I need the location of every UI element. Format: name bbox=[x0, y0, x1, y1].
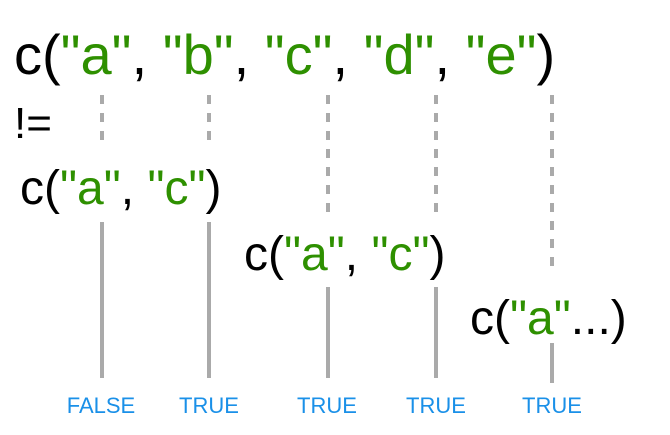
result-2: TRUE bbox=[179, 393, 239, 418]
solid-connectors bbox=[100, 222, 554, 383]
recycled-vector-1-open: c( bbox=[20, 162, 60, 215]
result-3: TRUE bbox=[297, 393, 357, 418]
top-vector-item-e: "e" bbox=[466, 23, 537, 86]
recycled-vector-2: c("a", "c") bbox=[244, 228, 446, 281]
not-equal-operator: != bbox=[14, 99, 52, 148]
recycled-vector-3-item-a: "a" bbox=[510, 292, 571, 345]
recycled-vector-1: c("a", "c") bbox=[20, 162, 222, 215]
recycled-vector-3-ellipsis: ...) bbox=[571, 292, 627, 345]
recycled-vector-2-close: ) bbox=[430, 228, 446, 281]
result-4: TRUE bbox=[406, 393, 466, 418]
top-vector-item-a: "a" bbox=[61, 23, 132, 86]
recycled-vector-2-sep: , bbox=[345, 228, 372, 281]
dashed-connectors bbox=[100, 95, 554, 266]
top-vector-sep: , bbox=[435, 23, 466, 86]
recycled-vector-2-item-c: "c" bbox=[371, 228, 429, 281]
top-vector-sep: , bbox=[332, 23, 363, 86]
recycled-vector-3: c("a"...) bbox=[470, 292, 627, 345]
recycled-vector-1-sep: , bbox=[121, 162, 148, 215]
top-vector-item-d: "d" bbox=[364, 23, 435, 86]
top-vector-item-c: "c" bbox=[265, 23, 333, 86]
top-vector-open: c( bbox=[14, 23, 61, 86]
recycled-vector-1-item-a: "a" bbox=[60, 162, 121, 215]
comparison-results: FALSE TRUE TRUE TRUE TRUE bbox=[67, 393, 582, 418]
top-vector-sep: , bbox=[234, 23, 265, 86]
recycled-vector-1-close: ) bbox=[206, 162, 222, 215]
result-5: TRUE bbox=[522, 393, 582, 418]
top-vector: c("a", "b", "c", "d", "e") bbox=[14, 23, 555, 86]
recycled-vector-2-item-a: "a" bbox=[284, 228, 345, 281]
recycled-vector-3-open: c( bbox=[470, 292, 510, 345]
result-1: FALSE bbox=[67, 393, 135, 418]
top-vector-sep: , bbox=[132, 23, 163, 86]
recycled-vector-1-item-c: "c" bbox=[147, 162, 205, 215]
top-vector-close: ) bbox=[537, 23, 556, 86]
recycled-vector-2-open: c( bbox=[244, 228, 284, 281]
top-vector-item-b: "b" bbox=[163, 23, 234, 86]
